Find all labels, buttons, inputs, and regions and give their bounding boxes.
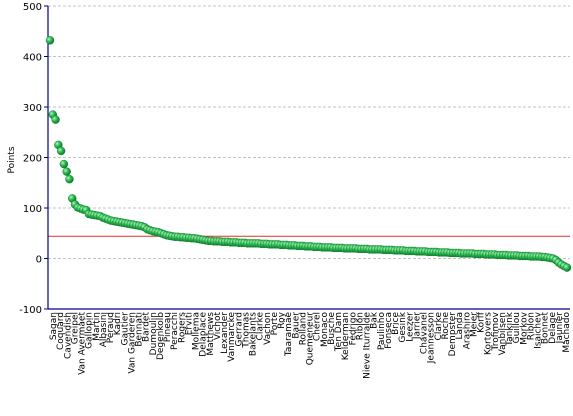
x-tick-label: Rolland [298, 312, 308, 345]
x-tick-label: Clarke [256, 312, 266, 341]
x-tick-label: Fédrigo [347, 312, 358, 346]
x-tick-label: Riblon [526, 312, 536, 340]
x-tick-label: Thomas [241, 312, 251, 349]
x-tick-label: Vachon [263, 312, 273, 345]
x-tick-label: Dempster [448, 312, 458, 357]
x-tick-label: Kortovers [484, 312, 494, 355]
x-tick-label: Clarke [434, 312, 444, 341]
x-tick-label: Gesink [398, 311, 408, 342]
data-point [59, 159, 69, 169]
x-tick-label: Landa [455, 312, 465, 339]
x-tick-label: Tankink [505, 311, 515, 347]
x-tick-label: Van Avermaet [78, 312, 88, 375]
y-tick-label: 0 [36, 255, 42, 266]
x-tick-label: Péraud [105, 312, 116, 343]
data-point [62, 167, 71, 176]
x-tick-label: Dumoulin [149, 312, 159, 355]
x-tick-label: Meier [469, 312, 479, 337]
data-point [562, 263, 572, 272]
data-point [65, 175, 74, 184]
x-tick-label: Degenkolb [156, 312, 166, 360]
x-tick-label: Arashiro [462, 312, 472, 350]
x-tick-label: Monaco [320, 312, 330, 347]
x-tick-label: Roy [277, 311, 287, 328]
x-tick-label: Fonseca [384, 312, 394, 349]
grid-lines [48, 5, 570, 259]
x-tick-label: Roche [441, 312, 451, 340]
y-tick-label: 100 [23, 204, 42, 215]
x-tick-label: Bennati [135, 312, 145, 347]
x-tick-label: Matthews [206, 312, 216, 356]
x-tick-label: Quemeneur [306, 312, 316, 366]
x-tick-label: Chérel [312, 312, 323, 341]
x-tick-label: Greipel [70, 312, 80, 344]
x-tick-label: Pineau [163, 312, 173, 342]
x-tick-label: Coquard [56, 312, 66, 350]
x-tick-label: Nieve Iturralde [363, 312, 373, 379]
x-tick-label: Guillou [512, 312, 522, 343]
x-tick-label: Bonnet [541, 312, 551, 345]
x-tick-label: Jarrier [412, 312, 422, 340]
x-tick-label: Van Garderen [127, 312, 137, 374]
x-tick-label: Rogers [177, 312, 187, 343]
x-tick-label: Sagan [49, 312, 59, 340]
x-tick-label: Bak [370, 311, 380, 329]
x-tick-label: Delaplace [199, 312, 209, 357]
x-tick-label: Cavendish [63, 312, 73, 359]
y-axis-label-group: Points [7, 146, 17, 173]
x-tick-label: Vichot [213, 312, 223, 341]
x-tick-label: Ten Dam [334, 312, 344, 352]
x-tick-label: Taaramäe [284, 312, 294, 358]
y-axis-label: Points [7, 146, 17, 173]
x-tick-label: Peracchi [170, 312, 180, 350]
y-tick-label: -100 [19, 305, 42, 316]
x-tick-label: Brice [391, 312, 401, 335]
x-tick-label: Kadri [113, 312, 123, 335]
x-tick-label: Vanmarcke [227, 312, 237, 362]
x-tick-label: Lexander [220, 312, 230, 354]
data-point [51, 115, 60, 124]
x-tick-label: Paulinho [377, 312, 387, 351]
x-tick-label: Erviti [184, 312, 194, 335]
x-tick-label: Riblon [355, 312, 365, 340]
x-tick-label: Leezer [405, 312, 415, 342]
x-tick-label: Busche [327, 312, 337, 345]
x-tick-label: Vanbilsen [498, 312, 508, 355]
x-tick-label: Kelderman [341, 312, 351, 360]
x-tick-label: Delage [548, 312, 558, 344]
x-tick-label: Gautier [120, 312, 130, 346]
x-tick-label: Gerrard [234, 312, 244, 347]
data-point [56, 146, 66, 156]
x-tick-label: Albasini [99, 312, 109, 347]
x-tick-label: Trofimov [491, 311, 501, 351]
y-tick-label: 500 [23, 2, 42, 13]
x-tick-label: Machado [562, 312, 572, 353]
x-tick-label: Bakelants [249, 312, 259, 356]
x-tick-label: Chavanel [420, 312, 430, 354]
data-points [45, 36, 572, 272]
x-tick-label: Korff [477, 311, 487, 333]
x-tick-label: Isaichev [534, 311, 544, 349]
x-tick-label: Morkov [519, 311, 529, 344]
y-tick-label: 400 [23, 53, 42, 64]
x-tick-label: Porte [270, 312, 280, 336]
data-point [45, 36, 55, 45]
y-tick-label: 300 [23, 103, 42, 114]
x-tick-label: Bardet [142, 312, 152, 342]
x-tick-label: Gallopin [85, 312, 95, 349]
y-tick-labels: -100 0 100 200 300 400 500 [19, 2, 48, 316]
x-tick-label: Jeannesson [427, 312, 437, 364]
x-tick-label: Bauer [291, 312, 301, 339]
x-tick-label: Mollema [192, 312, 202, 350]
x-tick-label: Jaunier [555, 312, 565, 345]
y-tick-label: 200 [23, 154, 42, 165]
x-tick-label: Martin [92, 312, 102, 341]
